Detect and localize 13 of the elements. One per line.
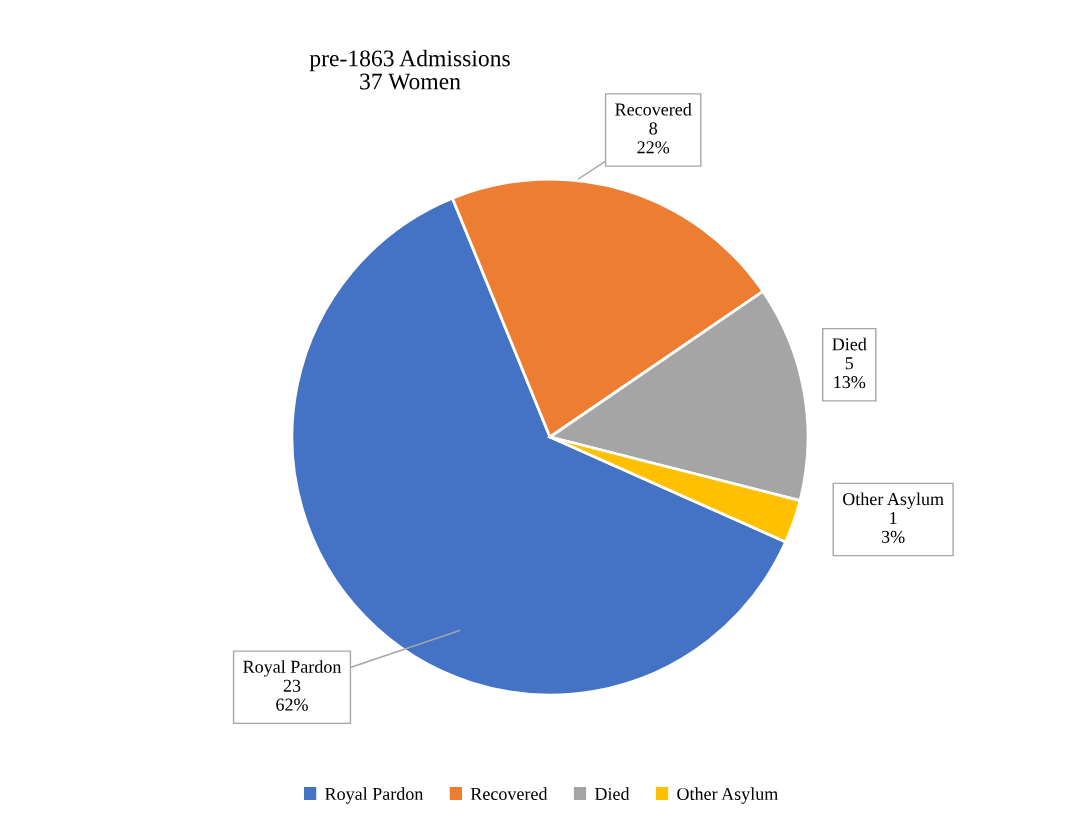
slice-label: Died [832,337,867,351]
slice-label: Other Asylum [842,492,944,509]
legend-label: Other Asylum [677,787,779,804]
data-label: 5 13% [834,357,866,389]
slice-label: Royal Pardon [243,660,342,677]
legend-label: Died [594,787,630,801]
data-label: 1 3% [881,512,905,544]
legend-label: Recovered [470,787,548,801]
slice-label: Recovered [615,102,692,116]
chart-title: pre-1863 Admissions 37 Women [309,49,510,90]
data-label: 23 62% [276,679,308,711]
legend-label: Royal Pardon [325,787,424,804]
data-label: 8 22% [637,122,670,154]
